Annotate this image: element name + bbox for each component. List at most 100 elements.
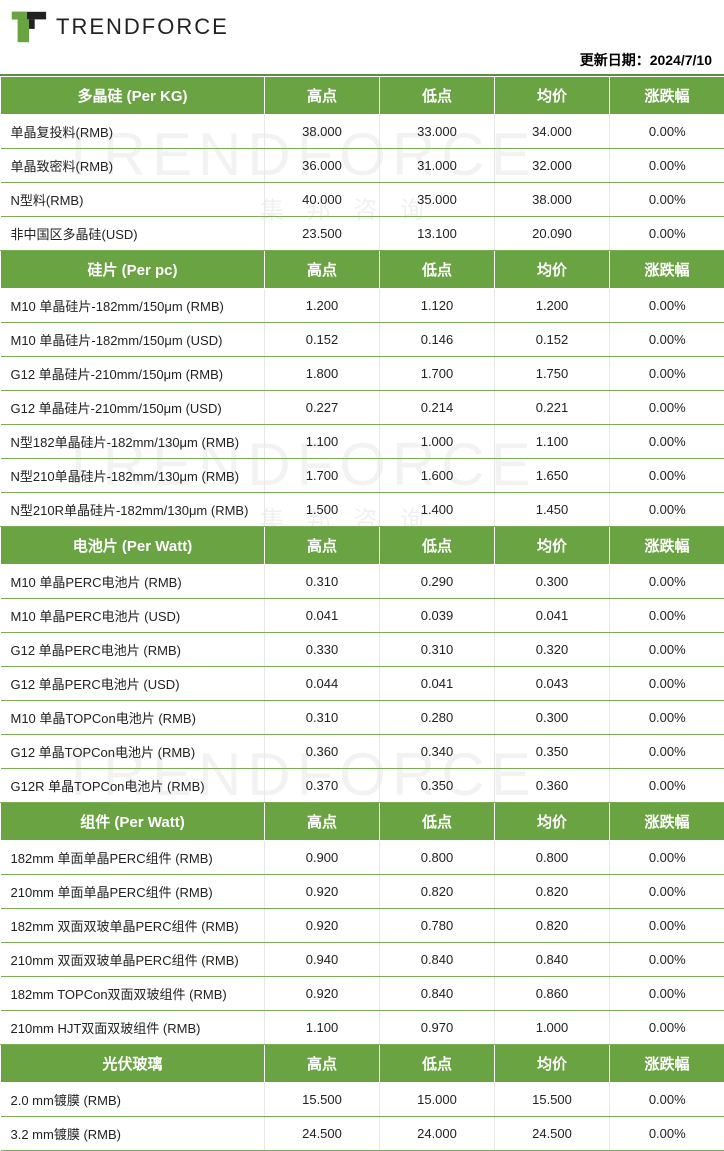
row-name: 182mm 双面双玻单晶PERC组件 (RMB): [1, 909, 265, 943]
row-avg: 1.750: [495, 357, 610, 391]
row-avg: 0.320: [495, 633, 610, 667]
row-avg: 20.090: [495, 217, 610, 251]
table-row: G12 单晶TOPCon电池片 (RMB)0.3600.3400.3500.00…: [1, 735, 724, 769]
row-avg: 1.650: [495, 459, 610, 493]
row-low: 35.000: [380, 183, 495, 217]
row-chg: 0.00%: [610, 149, 724, 183]
row-high: 1.800: [265, 357, 380, 391]
row-name: G12 单晶硅片-210mm/150μm (USD): [1, 391, 265, 425]
row-avg: 0.041: [495, 599, 610, 633]
row-name: M10 单晶PERC电池片 (USD): [1, 599, 265, 633]
row-low: 0.214: [380, 391, 495, 425]
table-row: 2.0 mm镀膜 (RMB)15.50015.00015.5000.00%: [1, 1083, 724, 1117]
row-low: 13.100: [380, 217, 495, 251]
row-avg: 0.300: [495, 565, 610, 599]
row-chg: 0.00%: [610, 357, 724, 391]
row-high: 0.940: [265, 943, 380, 977]
table-row: M10 单晶TOPCon电池片 (RMB)0.3100.2800.3000.00…: [1, 701, 724, 735]
table-row: 单晶致密料(RMB)36.00031.00032.0000.00%: [1, 149, 724, 183]
row-chg: 0.00%: [610, 323, 724, 357]
row-chg: 0.00%: [610, 289, 724, 323]
row-avg: 0.840: [495, 943, 610, 977]
table-row: 182mm TOPCon双面双玻组件 (RMB)0.9200.8400.8600…: [1, 977, 724, 1011]
table-row: 210mm 双面双玻单晶PERC组件 (RMB)0.9400.8400.8400…: [1, 943, 724, 977]
row-chg: 0.00%: [610, 599, 724, 633]
col-chg: 涨跌幅: [610, 803, 724, 841]
row-name: N型182单晶硅片-182mm/130μm (RMB): [1, 425, 265, 459]
row-chg: 0.00%: [610, 875, 724, 909]
row-high: 0.900: [265, 841, 380, 875]
col-low: 低点: [380, 77, 495, 115]
row-low: 0.146: [380, 323, 495, 357]
row-avg: 0.860: [495, 977, 610, 1011]
row-high: 1.500: [265, 493, 380, 527]
row-chg: 0.00%: [610, 633, 724, 667]
row-low: 24.000: [380, 1117, 495, 1151]
col-avg: 均价: [495, 251, 610, 289]
row-high: 36.000: [265, 149, 380, 183]
col-avg: 均价: [495, 803, 610, 841]
logo-icon: [10, 8, 48, 46]
update-date-row: 更新日期：2024/7/10: [0, 48, 724, 76]
row-avg: 15.500: [495, 1083, 610, 1117]
row-low: 1.000: [380, 425, 495, 459]
row-name: G12 单晶硅片-210mm/150μm (RMB): [1, 357, 265, 391]
row-chg: 0.00%: [610, 977, 724, 1011]
section-header-row: 多晶硅 (Per KG)高点低点均价涨跌幅: [1, 77, 724, 115]
section-title: 多晶硅 (Per KG): [1, 77, 265, 115]
table-row: 非中国区多晶硅(USD)23.50013.10020.0900.00%: [1, 217, 724, 251]
row-name: G12R 单晶TOPCon电池片 (RMB): [1, 769, 265, 803]
row-name: 210mm 单面单晶PERC组件 (RMB): [1, 875, 265, 909]
row-name: 2.0 mm镀膜 (RMB): [1, 1083, 265, 1117]
row-avg: 24.500: [495, 1117, 610, 1151]
row-high: 15.500: [265, 1083, 380, 1117]
row-avg: 0.350: [495, 735, 610, 769]
col-low: 低点: [380, 527, 495, 565]
row-high: 0.920: [265, 909, 380, 943]
row-low: 0.970: [380, 1011, 495, 1045]
row-chg: 0.00%: [610, 667, 724, 701]
row-high: 0.360: [265, 735, 380, 769]
table-row: G12 单晶硅片-210mm/150μm (USD)0.2270.2140.22…: [1, 391, 724, 425]
row-high: 0.920: [265, 875, 380, 909]
row-chg: 0.00%: [610, 425, 724, 459]
row-chg: 0.00%: [610, 459, 724, 493]
row-low: 31.000: [380, 149, 495, 183]
row-name: N型210R单晶硅片-182mm/130μm (RMB): [1, 493, 265, 527]
row-low: 0.820: [380, 875, 495, 909]
col-high: 高点: [265, 77, 380, 115]
table-row: 182mm 单面单晶PERC组件 (RMB)0.9000.8000.8000.0…: [1, 841, 724, 875]
col-avg: 均价: [495, 77, 610, 115]
table-row: N型210R单晶硅片-182mm/130μm (RMB)1.5001.4001.…: [1, 493, 724, 527]
table-row: M10 单晶硅片-182mm/150μm (USD)0.1520.1460.15…: [1, 323, 724, 357]
row-avg: 0.300: [495, 701, 610, 735]
row-low: 0.041: [380, 667, 495, 701]
row-chg: 0.00%: [610, 701, 724, 735]
row-chg: 0.00%: [610, 1011, 724, 1045]
row-high: 1.100: [265, 1011, 380, 1045]
table-row: 210mm HJT双面双玻组件 (RMB)1.1000.9701.0000.00…: [1, 1011, 724, 1045]
row-low: 0.800: [380, 841, 495, 875]
row-low: 33.000: [380, 115, 495, 149]
row-name: 非中国区多晶硅(USD): [1, 217, 265, 251]
table-row: N型182单晶硅片-182mm/130μm (RMB)1.1001.0001.1…: [1, 425, 724, 459]
table-row: M10 单晶PERC电池片 (USD)0.0410.0390.0410.00%: [1, 599, 724, 633]
row-avg: 32.000: [495, 149, 610, 183]
section-header-row: 组件 (Per Watt)高点低点均价涨跌幅: [1, 803, 724, 841]
col-low: 低点: [380, 1045, 495, 1083]
row-low: 1.600: [380, 459, 495, 493]
row-chg: 0.00%: [610, 909, 724, 943]
row-name: N型料(RMB): [1, 183, 265, 217]
row-high: 1.200: [265, 289, 380, 323]
row-high: 40.000: [265, 183, 380, 217]
brand-name: TRENDFORCE: [56, 14, 229, 40]
row-name: 210mm 双面双玻单晶PERC组件 (RMB): [1, 943, 265, 977]
section-header-row: 光伏玻璃高点低点均价涨跌幅: [1, 1045, 724, 1083]
section-header-row: 硅片 (Per pc)高点低点均价涨跌幅: [1, 251, 724, 289]
brand-header: TRENDFORCE: [0, 0, 724, 48]
row-low: 0.280: [380, 701, 495, 735]
row-avg: 0.820: [495, 909, 610, 943]
price-table: 多晶硅 (Per KG)高点低点均价涨跌幅单晶复投料(RMB)38.00033.…: [0, 76, 724, 1151]
update-label: 更新日期：: [580, 52, 650, 68]
row-chg: 0.00%: [610, 183, 724, 217]
